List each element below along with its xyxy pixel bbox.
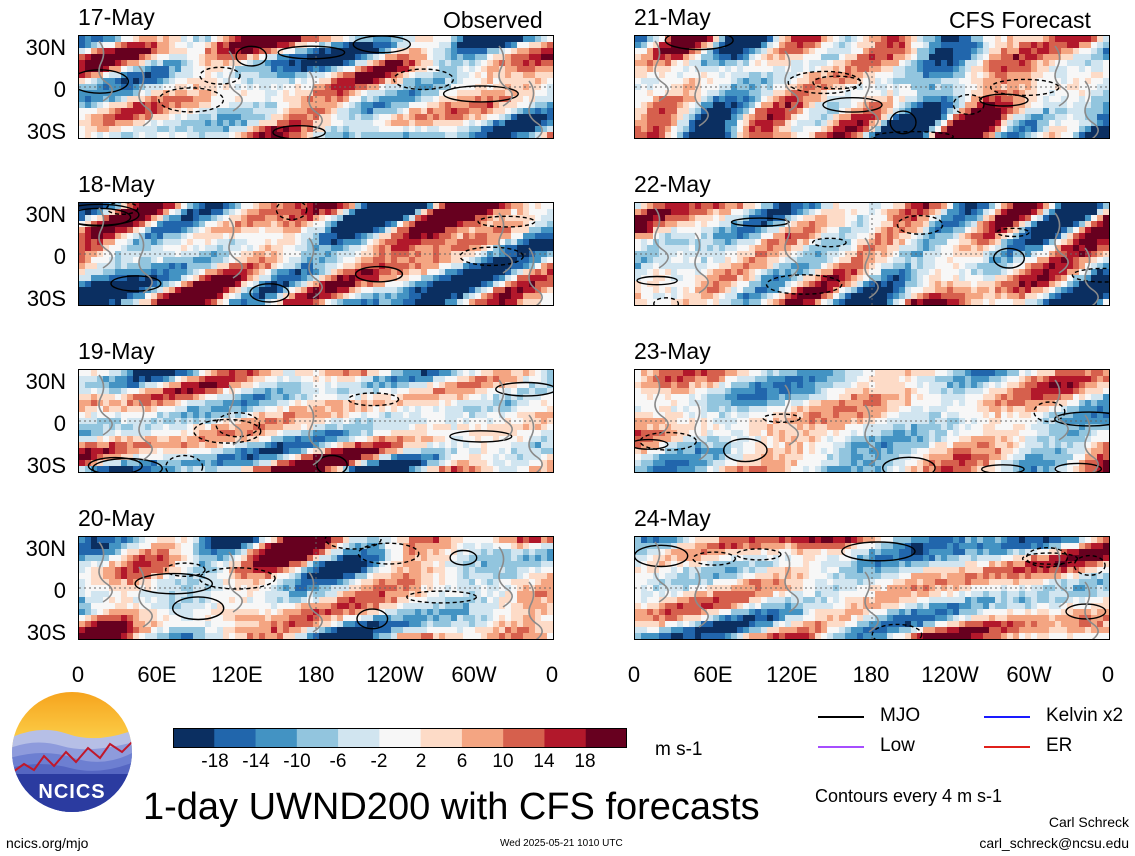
lon-label: 60E [137,662,177,687]
colorbar-cell [296,728,339,748]
map-panel-fcst-3 [634,369,1110,473]
colorbar-cell [585,728,627,748]
colorbar-cell [214,728,257,748]
colorbar-cell [461,728,504,748]
colorbar-tick: 18 [574,751,596,772]
colorbar [173,728,627,748]
colorbar-tick: 2 [415,751,427,772]
lon-label: 180 [852,662,890,687]
colorbar-tick: -6 [329,751,347,772]
lat-label-30n: 30N [25,369,66,394]
colorbar-tick: -18 [201,751,229,772]
lon-label: 0 [545,662,559,687]
map-panel-fcst-1 [634,35,1110,139]
date-label-obs-1: 17-May [78,4,155,30]
legend-swatch-low [818,746,864,748]
colorbar-tick: -2 [370,751,388,772]
legend-swatch-mjo [818,716,864,718]
lat-label-30n: 30N [25,202,66,227]
date-label-fcst-3: 23-May [634,338,711,364]
lon-label: 120E [766,662,818,687]
legend-swatch-er [984,746,1030,748]
lon-label: 60W [451,662,497,687]
lat-label-30s: 30S [26,119,66,144]
legend-label-low: Low [880,735,915,756]
lat-label-30s: 30S [26,453,66,478]
lat-label-30n: 30N [25,35,66,60]
colorbar-cell [503,728,545,748]
date-label-fcst-4: 24-May [634,505,711,531]
lat-label-30s: 30S [26,286,66,311]
lat-label-30n: 30N [25,536,66,561]
lat-label-30s: 30S [26,620,66,645]
legend-swatch-kelvin [984,716,1030,718]
colorbar-cell [379,728,422,748]
map-panel-obs-2 [78,202,554,306]
legend-label-kelvin: Kelvin x2 [1046,705,1124,726]
colorbar-cell [544,728,587,748]
colorbar-tick: -10 [283,751,311,772]
legend-label-mjo: MJO [880,705,921,726]
date-label-fcst-1: 21-May [634,4,711,30]
lon-label: 120E [211,662,263,687]
lat-label-eq: 0 [53,411,66,436]
lon-label: 60E [693,662,733,687]
map-panel-obs-3 [78,369,554,473]
colorbar-cell [255,728,298,748]
map-panel-fcst-4 [634,536,1110,640]
contour-note: Contours every 4 m s-1 [815,786,1003,806]
colorbar-tick: 14 [533,751,555,772]
lon-label: 120W [921,662,979,687]
lat-label-eq: 0 [53,578,66,603]
observed-label: Observed [443,7,543,33]
lon-label: 60W [1006,662,1052,687]
lat-label-eq: 0 [53,244,66,269]
lon-label: 180 [297,662,335,687]
logo-text: NCICS [38,781,105,803]
lat-label-eq: 0 [53,77,66,102]
colorbar-cell [420,728,463,748]
colorbar-unit: m s-1 [655,739,703,760]
date-label-obs-3: 19-May [78,338,155,364]
colorbar-tick: 10 [492,751,514,772]
lon-label: 0 [1101,662,1115,687]
footer-url[interactable]: ncics.org/mjo [6,835,89,851]
ncics-logo: NCICS [10,690,134,814]
colorbar-cell [338,728,380,748]
lon-label: 0 [627,662,641,687]
legend-label-er: ER [1046,735,1073,756]
footer-email[interactable]: carl_schreck@ncsu.edu [979,835,1129,851]
date-label-obs-4: 20-May [78,505,155,531]
map-panel-obs-1 [78,35,554,139]
colorbar-tick: 6 [456,751,468,772]
forecast-label: CFS Forecast [949,7,1091,33]
lon-label: 120W [366,662,424,687]
date-label-fcst-2: 22-May [634,171,711,197]
footer-timestamp: Wed 2025-05-21 1010 UTC [500,838,623,849]
colorbar-cell [173,728,215,748]
colorbar-tick: -14 [242,751,270,772]
date-label-obs-2: 18-May [78,171,155,197]
chart-title: 1-day UWND200 with CFS forecasts [143,786,760,828]
map-panel-fcst-2 [634,202,1110,306]
map-panel-obs-4 [78,536,554,640]
lon-label: 0 [71,662,85,687]
footer-author: Carl Schreck [1048,814,1129,830]
